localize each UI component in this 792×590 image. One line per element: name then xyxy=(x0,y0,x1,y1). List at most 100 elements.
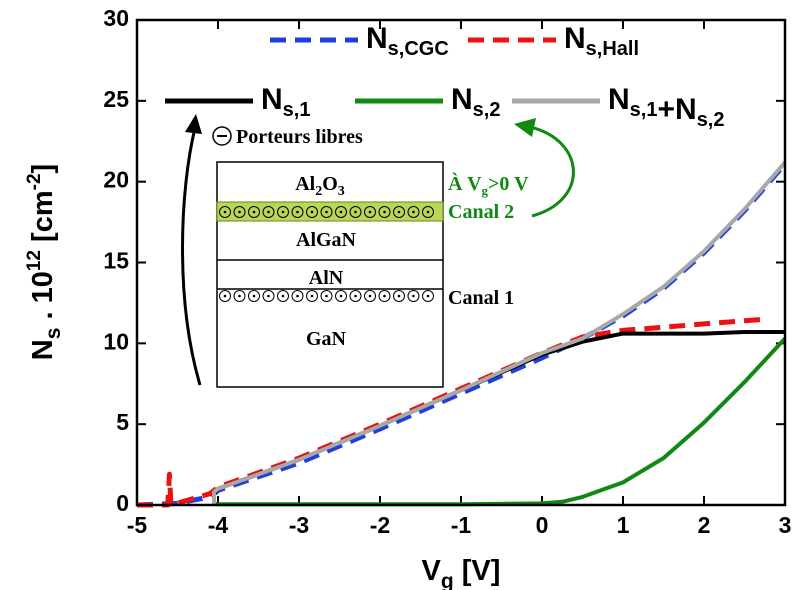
x-tick-label: -1 xyxy=(451,512,472,538)
carrier-icon xyxy=(212,126,232,146)
carrier-dot xyxy=(238,210,241,214)
carrier xyxy=(306,206,318,218)
carrier-dot xyxy=(339,294,343,298)
carrier-dot xyxy=(252,294,256,298)
carrier-dot xyxy=(310,294,314,298)
legend-label: Ns,1 xyxy=(261,83,310,121)
channel-label: Canal 2 xyxy=(448,201,514,223)
carrier xyxy=(262,206,275,218)
carrier xyxy=(349,290,362,302)
x-tick-label: -2 xyxy=(370,512,390,538)
y-tick-label: 25 xyxy=(103,86,129,112)
carrier xyxy=(422,206,434,218)
y-label-sub: s xyxy=(42,328,65,340)
series-line xyxy=(212,160,787,505)
carrier xyxy=(422,290,434,302)
layer-label: GaN xyxy=(306,328,347,350)
x-tick-label: -4 xyxy=(208,512,229,538)
x-label-sub: g xyxy=(441,570,454,590)
carrier xyxy=(378,206,391,218)
carrier xyxy=(306,290,318,302)
y-tick-label: 0 xyxy=(116,490,129,516)
y-tick-label: 10 xyxy=(103,328,129,354)
carrier-dot xyxy=(238,294,241,298)
y-tick-label: 5 xyxy=(116,409,129,435)
carrier xyxy=(248,206,260,218)
y-tick-label: 15 xyxy=(103,248,129,274)
x-tick-label: -5 xyxy=(127,512,148,538)
carrier xyxy=(277,290,289,302)
legend-label: Ns,2 xyxy=(451,83,500,121)
carrier xyxy=(364,290,376,302)
layer-label: AlN xyxy=(309,267,344,289)
arrowhead xyxy=(185,114,202,134)
carrier xyxy=(407,206,420,218)
carrier-dot xyxy=(281,294,285,298)
carrier-dot xyxy=(325,294,328,298)
y-label-sup: 12 xyxy=(24,250,45,271)
carrier-dot xyxy=(325,210,328,214)
x-tick-label: 2 xyxy=(698,512,711,538)
carrier xyxy=(393,206,405,218)
carrier-dot xyxy=(281,210,285,214)
carrier xyxy=(262,290,275,302)
layer-label: AlGaN xyxy=(296,229,357,251)
channel-label: Canal 1 xyxy=(448,287,514,309)
label-sub: g xyxy=(482,183,489,198)
carrier xyxy=(378,290,391,302)
arrowhead xyxy=(514,118,536,137)
y-label-sup: -2 xyxy=(24,173,45,190)
label-sub: 3 xyxy=(338,184,345,199)
carrier-dot xyxy=(383,294,386,298)
carrier-dot xyxy=(383,210,386,214)
carrier-dot xyxy=(412,294,415,298)
carrier-dot xyxy=(368,210,372,214)
channel-2-band xyxy=(216,201,444,222)
y-tick-label: 30 xyxy=(103,5,129,31)
x-axis-label: Vg [V] xyxy=(422,555,501,590)
gate-condition: À Vg>0 V xyxy=(448,172,529,198)
legend-label: Ns,1+Ns,2 xyxy=(608,83,725,131)
label-part: Al xyxy=(295,173,315,195)
carrier-dot xyxy=(368,294,372,298)
carrier xyxy=(291,290,304,302)
carrier xyxy=(407,290,420,302)
carrier xyxy=(233,206,246,218)
carrier-row xyxy=(219,290,434,302)
x-tick-label: 3 xyxy=(779,512,792,538)
carrier xyxy=(349,206,362,218)
y-axis-label: Ns . 1012 [cm-2] xyxy=(24,164,65,360)
carrier-dot xyxy=(252,210,256,214)
carrier xyxy=(291,206,304,218)
carrier xyxy=(248,290,260,302)
carrier xyxy=(219,290,231,302)
inset-frame xyxy=(216,161,444,388)
arrow xyxy=(181,127,202,386)
x-tick-label: -3 xyxy=(289,512,309,538)
x-tick-label: 1 xyxy=(617,512,630,538)
plot-frame xyxy=(135,18,787,507)
y-label-part: . 10 xyxy=(27,271,59,327)
carrier-dot xyxy=(354,294,357,298)
carrier xyxy=(320,206,333,218)
carrier xyxy=(335,206,347,218)
inset: Al2O3 AlGaN AlN GaN Canal 1 Canal 2 À Vg… xyxy=(181,114,575,388)
carrier-dot xyxy=(267,294,270,298)
legend-label: Ns,CGC xyxy=(366,22,449,60)
carrier-row xyxy=(219,206,434,218)
arrow xyxy=(529,125,575,218)
label-sub: 2 xyxy=(315,184,322,199)
y-label-part: [cm xyxy=(27,190,59,250)
carrier xyxy=(364,206,376,218)
label-part: O xyxy=(322,173,338,195)
x-label-part: [V] xyxy=(454,555,501,587)
carrier-dot xyxy=(296,210,299,214)
x-tick-label: 0 xyxy=(536,512,549,538)
carrier xyxy=(233,290,246,302)
label-part: À V xyxy=(448,172,482,195)
carrier-dot xyxy=(397,210,401,214)
carrier-dot xyxy=(223,294,227,298)
carrier xyxy=(335,290,347,302)
carrier-dot xyxy=(339,210,343,214)
